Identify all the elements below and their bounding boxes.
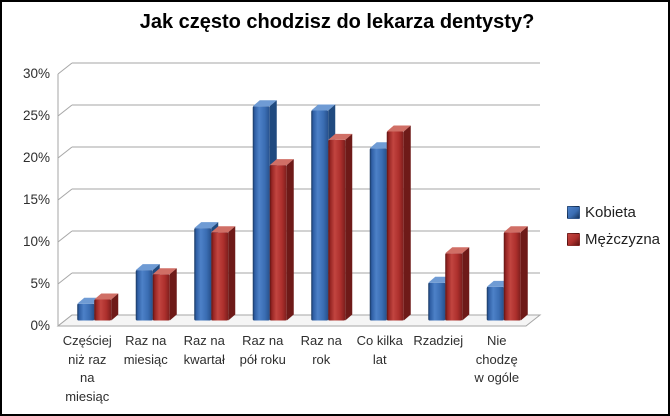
- gridline-depth-tick: [57, 230, 73, 243]
- gridline-depth-tick: [57, 272, 73, 285]
- x-category-label: Raz na pół roku: [239, 333, 286, 367]
- gridline-depth-tick: [57, 62, 73, 75]
- bar-mezczyzna-7: [503, 226, 528, 321]
- bar-mezczyzna-6: [445, 247, 470, 321]
- x-category-label: Raz na kwartał: [183, 333, 225, 367]
- legend: Kobieta Mężczyzna: [567, 204, 660, 248]
- y-tick-label: 5%: [30, 276, 50, 291]
- x-category-label: Co kilka lat: [356, 333, 403, 367]
- kobieta-series-cube-icon: [567, 206, 580, 219]
- legend-item-mezczyzna: Mężczyzna: [567, 231, 660, 248]
- bar-mezczyzna-0: [94, 293, 119, 321]
- y-tick-label: 10%: [22, 234, 50, 249]
- y-tick-label: 20%: [22, 150, 50, 165]
- chart-title: Jak często chodzisz do lekarza dentysty?: [139, 11, 535, 33]
- x-category-label: Nie chodzę w ogóle: [474, 333, 520, 385]
- y-tick-label: 15%: [22, 192, 50, 207]
- x-category-label: Raz na miesiąc: [123, 333, 168, 367]
- legend-item-kobieta: Kobieta: [567, 204, 660, 221]
- x-category-label: Rzadziej: [413, 333, 464, 348]
- gridline-depth-tick: [57, 104, 73, 117]
- x-category-label: Raz na rok: [300, 333, 342, 367]
- gridline-depth-tick: [57, 188, 73, 201]
- x-category-label: Częściej niż raz na miesiąc: [62, 333, 112, 404]
- plot-bars: [77, 100, 528, 321]
- mezczyzna-series-cube-icon: [567, 233, 580, 246]
- chart-floor: [56, 314, 542, 327]
- bar-mezczyzna-2: [211, 226, 236, 321]
- legend-label-mezczyzna: Mężczyzna: [585, 231, 661, 248]
- gridline-depth-tick: [57, 146, 73, 159]
- bar-mezczyzna-4: [328, 133, 353, 321]
- legend-label-kobieta: Kobieta: [585, 204, 636, 221]
- bar-mezczyzna-3: [269, 159, 294, 321]
- bar-mezczyzna-1: [152, 268, 177, 321]
- y-tick-label: 30%: [22, 66, 50, 81]
- y-tick-label: 25%: [22, 108, 50, 123]
- y-tick-label: 0%: [30, 318, 50, 333]
- bar-mezczyzna-5: [386, 125, 411, 321]
